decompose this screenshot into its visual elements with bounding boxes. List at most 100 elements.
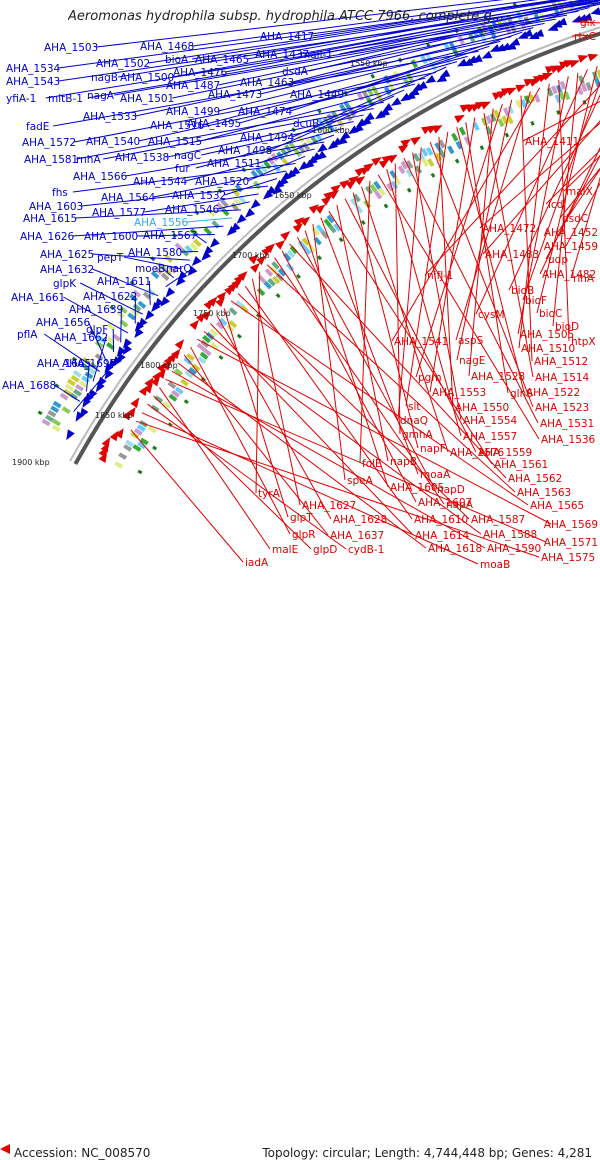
forward-gene-label[interactable]: AHA_1564 [101, 192, 156, 204]
reverse-gene-label[interactable]: AHA_1610 [414, 514, 468, 526]
reverse-gene-label[interactable]: AHA_1628 [333, 514, 387, 526]
reverse-gene-label[interactable]: nagE [459, 355, 485, 367]
reverse-gene-label[interactable]: udp [548, 254, 568, 266]
forward-gene-label[interactable]: AHA_1503 [44, 42, 98, 54]
reverse-gene-label[interactable]: AHA_1559 [478, 447, 532, 459]
reverse-gene-label[interactable]: icd [548, 199, 563, 211]
reverse-gene-label[interactable]: napD [437, 484, 465, 496]
forward-gene-label[interactable]: AHA_1511 [207, 158, 261, 170]
forward-gene-label[interactable]: AHA_1417 [260, 31, 314, 43]
reverse-gene-label[interactable]: dnaQ [400, 415, 428, 427]
reverse-gene-label[interactable]: moaA [420, 469, 451, 481]
forward-gene-label[interactable]: AHA_1532 [172, 190, 226, 202]
forward-gene-label[interactable]: AHA_1626 [20, 231, 75, 243]
forward-gene-label[interactable]: AHA_1581 [24, 154, 78, 166]
reverse-gene-label[interactable]: napF [420, 443, 446, 455]
feature-bar[interactable] [62, 406, 71, 414]
forward-gene-label[interactable]: AHA_1502 [96, 58, 150, 70]
reverse-gene-label[interactable]: cysM [478, 309, 505, 321]
reverse-gene-label[interactable]: AHA_1522 [526, 387, 580, 399]
reverse-gene-label[interactable]: rtxC [574, 31, 596, 43]
reverse-gene-label[interactable]: AHA_1528 [471, 371, 525, 383]
forward-gene-arrow[interactable] [455, 59, 468, 71]
reverse-gene-label[interactable]: AHA_1562 [508, 473, 562, 485]
forward-gene-label[interactable]: mltB-1 [48, 93, 83, 105]
forward-gene-label[interactable]: rnhA [76, 154, 101, 166]
reverse-gene-label[interactable]: AHA_1531 [540, 418, 594, 430]
forward-gene-label[interactable]: AHA_1473 [208, 89, 262, 101]
forward-gene-label[interactable]: nagC [174, 150, 201, 162]
reverse-gene-label[interactable]: AHA_1523 [535, 402, 589, 414]
forward-gene-label[interactable]: AHA_1494 [240, 132, 295, 144]
reverse-gene-arrow[interactable] [588, 51, 600, 62]
forward-gene-label[interactable]: fhs [52, 187, 68, 199]
forward-gene-label[interactable]: AHA_1688 [2, 380, 56, 392]
reverse-gene-label[interactable]: AHA_1459 [544, 241, 598, 253]
forward-gene-label[interactable]: AHA_1625 [40, 249, 94, 261]
reverse-gene-label[interactable]: dsdC [562, 213, 588, 225]
feature-bar[interactable] [118, 452, 127, 460]
forward-gene-label[interactable]: AHA_1572 [22, 137, 76, 149]
reverse-gene-label[interactable]: AHA_1627 [302, 500, 356, 512]
reverse-gene-label[interactable]: nifJ-1 [427, 270, 453, 282]
reverse-gene-label[interactable]: AHA_1536 [541, 434, 596, 446]
reverse-gene-label[interactable]: tyrA [258, 488, 281, 500]
forward-gene-label[interactable]: AHA_1622 [83, 291, 137, 303]
forward-gene-label[interactable]: AHA_1474 [238, 106, 293, 118]
reverse-gene-label[interactable]: glpR [292, 529, 316, 541]
forward-gene-label[interactable]: AHA_1501 [120, 93, 174, 105]
reverse-gene-label[interactable]: AHA_1553 [432, 387, 486, 399]
forward-gene-label[interactable]: AHA_1611 [97, 276, 151, 288]
forward-gene-label[interactable]: AHA_1463 [240, 77, 294, 89]
forward-gene-label[interactable]: AHA_1600 [84, 231, 138, 243]
reverse-gene-label[interactable]: AHA_1472 [482, 223, 536, 235]
reverse-gene-label[interactable]: bioF [525, 295, 547, 307]
reverse-gene-label[interactable]: AHA_1588 [483, 529, 537, 541]
reverse-gene-label[interactable]: AHA_1587 [471, 514, 525, 526]
reverse-gene-label[interactable]: AHA_1614 [415, 530, 470, 542]
reverse-gene-label[interactable]: malX [566, 186, 593, 198]
feature-bar[interactable] [114, 461, 123, 468]
forward-gene-label[interactable]: AHA_1476 [173, 67, 228, 79]
forward-gene-label[interactable]: AHA_1520 [195, 176, 249, 188]
reverse-gene-label[interactable]: folE [362, 458, 382, 470]
reverse-gene-arrow[interactable] [410, 133, 423, 145]
reverse-gene-label[interactable]: glpD [313, 544, 337, 556]
reverse-gene-label[interactable]: speA [347, 475, 374, 487]
reverse-gene-label[interactable]: iadA [245, 557, 269, 569]
feature-bar[interactable] [210, 342, 219, 350]
forward-gene-label[interactable]: AHA_1449 [290, 89, 344, 101]
reverse-gene-label[interactable]: AHA_1510 [521, 343, 575, 355]
reverse-gene-label[interactable]: AHA_1561 [494, 459, 548, 471]
reverse-gene-label[interactable]: napB [390, 456, 417, 468]
forward-gene-label[interactable]: AHA_1639 [69, 304, 123, 316]
feature-bar[interactable] [211, 220, 219, 229]
feature-bar[interactable] [286, 263, 294, 272]
reverse-gene-label[interactable]: AHA_1452 [544, 227, 598, 239]
forward-gene-label[interactable]: pflA [17, 329, 38, 341]
feature-bar[interactable] [459, 127, 466, 136]
forward-gene-label[interactable]: pepT [97, 252, 124, 264]
reverse-gene-label[interactable]: malE [272, 544, 298, 556]
forward-gene-label[interactable]: AHA_1580 [128, 247, 182, 259]
forward-gene-label[interactable]: fur [175, 163, 190, 175]
forward-gene-label[interactable]: AHA_1546 [165, 204, 220, 216]
reverse-gene-label[interactable]: aspS [458, 335, 484, 347]
reverse-gene-label[interactable]: cydB-1 [348, 544, 384, 556]
reverse-gene-label[interactable]: AHA_1411 [525, 136, 579, 148]
feature-bar[interactable] [151, 405, 160, 413]
forward-gene-label[interactable]: nagA [87, 90, 115, 102]
forward-gene-label[interactable]: AHA_1499 [166, 106, 220, 118]
forward-gene-label[interactable]: yfiA-1 [6, 93, 36, 105]
feature-bar[interactable] [447, 145, 454, 154]
forward-gene-label[interactable]: moeB [135, 263, 165, 275]
reverse-gene-label[interactable]: AHA_1565 [530, 500, 584, 512]
feature-bar[interactable] [273, 163, 281, 172]
feature-bar[interactable] [427, 158, 435, 167]
forward-gene-label[interactable]: AHA_1465 [195, 54, 249, 66]
forward-gene-label[interactable]: AHA_1615 [23, 213, 77, 225]
forward-gene-label[interactable]: AHA_1662 [54, 332, 108, 344]
forward-gene-label[interactable]: AHA_1544 [133, 176, 188, 188]
feature-bar[interactable] [154, 395, 163, 403]
reverse-gene-label[interactable]: AHA_1483 [485, 249, 539, 261]
